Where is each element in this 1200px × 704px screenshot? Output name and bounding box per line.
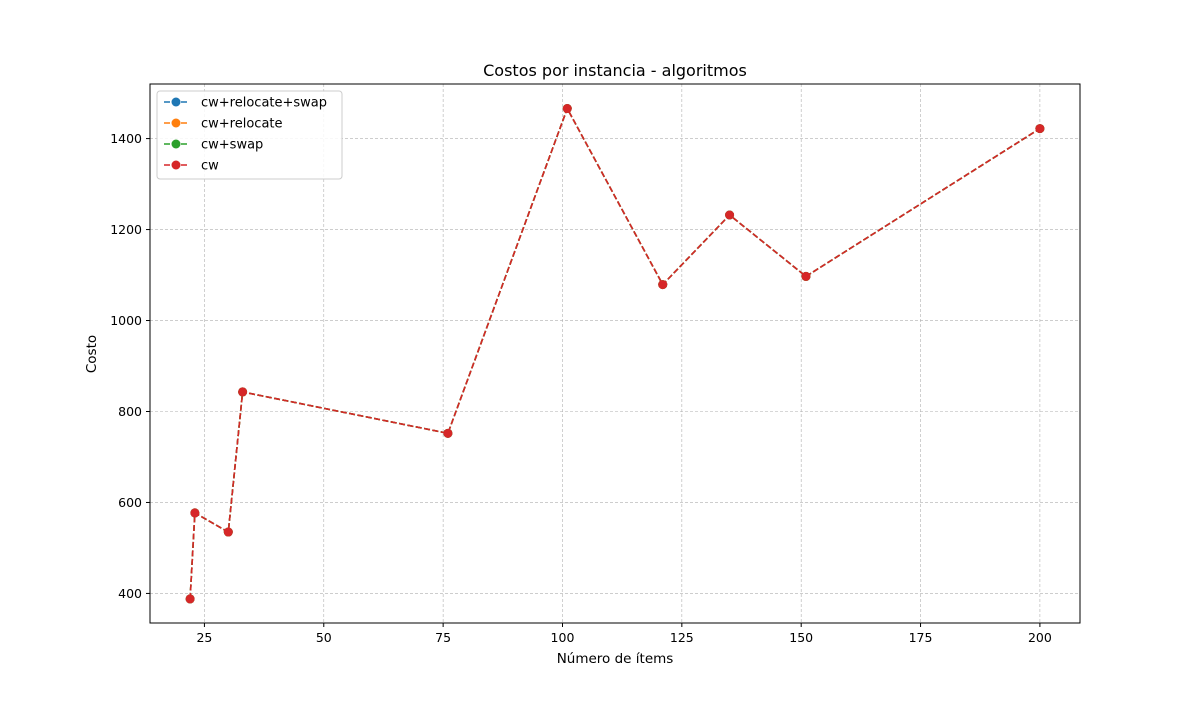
x-tick-label: 175 xyxy=(909,630,933,645)
legend-entry-cw-relocate-swap[interactable]: cw+relocate+swap xyxy=(164,96,327,111)
data-point-cw[interactable] xyxy=(725,210,735,220)
legend-marker xyxy=(171,160,181,170)
data-point-cw[interactable] xyxy=(190,508,200,518)
y-tick-label: 600 xyxy=(118,495,142,510)
legend-marker xyxy=(171,139,181,149)
legend-label: cw+relocate+swap xyxy=(201,96,327,111)
legend-label: cw xyxy=(201,159,219,174)
legend-entry-cw-relocate[interactable]: cw+relocate xyxy=(164,117,283,132)
y-axis-label: Costo xyxy=(84,335,100,373)
x-tick-label: 200 xyxy=(1028,630,1052,645)
legend-box xyxy=(156,90,343,180)
data-point-cw[interactable] xyxy=(658,280,668,290)
tick-layer: 25 50 75 100 125 150 175 200 400 600 800 1000 1200 14… xyxy=(110,131,1052,645)
series-cw xyxy=(185,104,1045,604)
legend-entry-cw-swap[interactable]: cw+swap xyxy=(164,138,263,153)
legend-entry-cw[interactable]: cw xyxy=(164,159,219,174)
y-tick-label: 1000 xyxy=(110,313,142,328)
x-tick-label: 75 xyxy=(435,630,451,645)
x-tick-label: 50 xyxy=(316,630,332,645)
y-tick-label: 1400 xyxy=(110,131,142,146)
legend-marker xyxy=(171,118,181,128)
x-axis-label: Número de ítems xyxy=(557,651,674,667)
x-tick-label: 125 xyxy=(670,630,694,645)
legend-marker xyxy=(171,97,181,107)
data-point-cw[interactable] xyxy=(562,104,572,114)
x-tick-label: 150 xyxy=(789,630,813,645)
series-layer xyxy=(185,104,1045,604)
series-line-cw xyxy=(189,107,1041,599)
data-point-cw[interactable] xyxy=(185,594,195,604)
y-tick-label: 400 xyxy=(118,586,142,601)
legend[interactable]: cw+relocate+swap cw+relocate cw+swap cw xyxy=(156,90,343,180)
y-tick-label: 800 xyxy=(118,404,142,419)
data-point-cw[interactable] xyxy=(223,527,233,537)
chart-title: Costos por instancia - algoritmos xyxy=(483,61,747,80)
data-point-cw[interactable] xyxy=(443,428,453,438)
data-point-cw[interactable] xyxy=(238,387,248,397)
legend-entries: cw+relocate+swap cw+relocate cw+swap cw xyxy=(164,96,327,174)
plot-frame xyxy=(149,83,1081,624)
data-point-cw[interactable] xyxy=(801,271,811,281)
data-point-cw[interactable] xyxy=(1035,124,1045,134)
legend-label: cw+swap xyxy=(201,138,263,153)
grid-layer xyxy=(150,84,1080,623)
legend-label: cw+relocate xyxy=(201,117,283,132)
x-tick-label: 100 xyxy=(551,630,575,645)
x-tick-label: 25 xyxy=(196,630,212,645)
y-tick-label: 1200 xyxy=(110,222,142,237)
